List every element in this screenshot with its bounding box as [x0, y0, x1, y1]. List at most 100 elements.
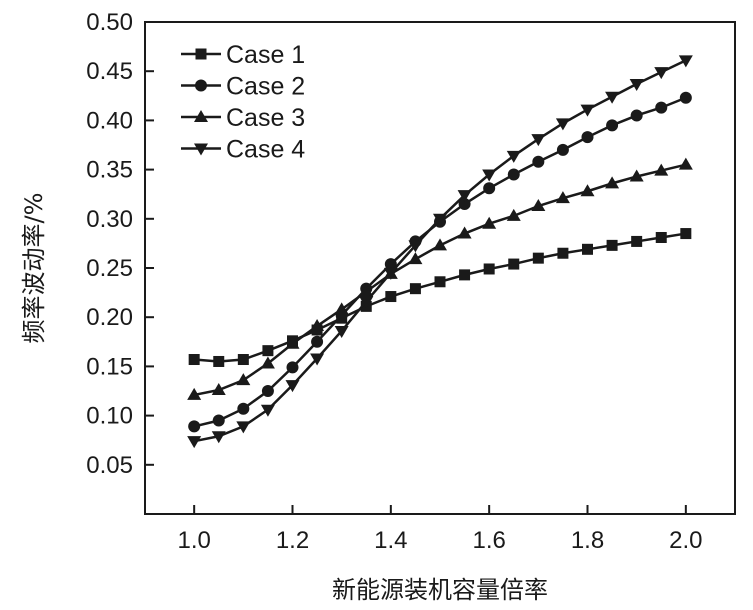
data-point — [334, 302, 349, 315]
data-point — [187, 387, 202, 400]
y-tick-label: 0.25 — [86, 255, 133, 282]
x-tick-label: 1.0 — [177, 527, 210, 554]
y-tick-label: 0.30 — [86, 206, 133, 233]
data-point — [631, 235, 643, 247]
data-point — [580, 104, 595, 117]
data-point — [237, 354, 249, 366]
data-point — [385, 291, 397, 303]
legend: Case 1 Case 2 Case 3 Case 4 — [181, 41, 305, 164]
x-tick-label: 1.4 — [374, 527, 407, 554]
x-axis-title: 新能源装机容量倍率 — [332, 576, 548, 604]
data-point — [532, 252, 544, 264]
data-point — [433, 213, 447, 226]
data-point — [483, 182, 496, 195]
data-point — [211, 431, 226, 444]
data-point — [532, 155, 545, 168]
legend-marker — [194, 110, 208, 122]
series-3 — [187, 157, 693, 400]
data-point — [654, 163, 669, 176]
data-point — [459, 269, 471, 281]
data-point — [457, 226, 472, 239]
data-point — [286, 361, 299, 374]
data-point — [606, 119, 619, 132]
data-point — [482, 216, 497, 229]
data-point — [555, 191, 570, 204]
legend-label: Case 2 — [226, 73, 305, 101]
data-point — [236, 421, 251, 434]
data-point — [260, 404, 275, 417]
legend-marker — [195, 79, 207, 92]
legend-item: Case 3 — [181, 104, 305, 132]
data-point — [606, 239, 618, 251]
data-point — [508, 258, 520, 270]
data-point — [434, 276, 446, 288]
data-point — [506, 150, 521, 163]
x-axis: 1.0 1.2 1.4 1.6 1.8 2.0 — [177, 505, 703, 554]
y-tick-label: 0.15 — [86, 353, 133, 380]
legend-item: Case 2 — [181, 73, 305, 101]
data-point — [310, 319, 325, 332]
data-point — [458, 198, 471, 211]
series-2 — [188, 91, 692, 433]
data-point — [188, 354, 200, 366]
y-axis-title: 频率波动率/% — [20, 193, 48, 344]
legend-label: Case 3 — [226, 104, 305, 132]
y-tick-label: 0.50 — [86, 9, 133, 36]
data-point — [237, 402, 250, 415]
data-point — [630, 109, 643, 122]
data-point — [311, 335, 324, 348]
y-tick-label: 0.35 — [86, 157, 133, 184]
x-tick-label: 1.6 — [472, 527, 505, 554]
data-point — [655, 231, 667, 243]
data-point — [605, 176, 620, 189]
data-point — [605, 91, 620, 104]
y-tick-label: 0.45 — [86, 58, 133, 85]
legend-item: Case 1 — [181, 41, 305, 69]
data-point — [188, 420, 201, 433]
series-4 — [187, 55, 693, 449]
data-point — [582, 243, 593, 255]
legend-item: Case 4 — [181, 136, 305, 164]
data-point — [557, 247, 569, 259]
data-point — [334, 325, 349, 338]
data-point — [285, 380, 300, 393]
data-point — [507, 168, 520, 181]
data-point — [629, 169, 644, 182]
data-point — [655, 101, 668, 114]
data-point — [581, 131, 594, 144]
data-point — [359, 296, 374, 309]
data-point — [531, 199, 546, 212]
legend-marker — [195, 48, 207, 60]
y-tick-label: 0.40 — [86, 107, 133, 134]
data-point — [310, 353, 325, 366]
data-point — [384, 258, 397, 271]
data-point — [483, 263, 495, 275]
legend-label: Case 1 — [226, 41, 305, 69]
data-point — [654, 67, 669, 80]
data-point — [556, 143, 569, 156]
series-layer — [187, 55, 693, 449]
data-point — [531, 134, 546, 147]
y-tick-label: 0.10 — [86, 403, 133, 430]
data-point — [212, 414, 225, 427]
data-point — [433, 238, 447, 251]
data-point — [408, 240, 423, 253]
data-point — [260, 356, 275, 369]
data-point — [261, 385, 274, 397]
data-point — [409, 283, 421, 295]
x-tick-label: 1.8 — [571, 527, 604, 554]
data-point — [211, 383, 226, 396]
y-axis: 0.05 0.10 0.15 0.20 0.25 0.30 0.35 0.40 0.45 0.50 — [86, 9, 154, 479]
data-point — [680, 228, 692, 240]
y-tick-label: 0.20 — [86, 304, 133, 331]
data-point — [629, 78, 644, 91]
legend-marker — [194, 143, 208, 156]
data-point — [679, 91, 692, 104]
data-point — [482, 169, 497, 182]
data-point — [187, 436, 202, 449]
data-point — [383, 267, 398, 280]
data-point — [555, 118, 570, 131]
data-point — [408, 252, 423, 265]
data-point — [678, 55, 693, 68]
